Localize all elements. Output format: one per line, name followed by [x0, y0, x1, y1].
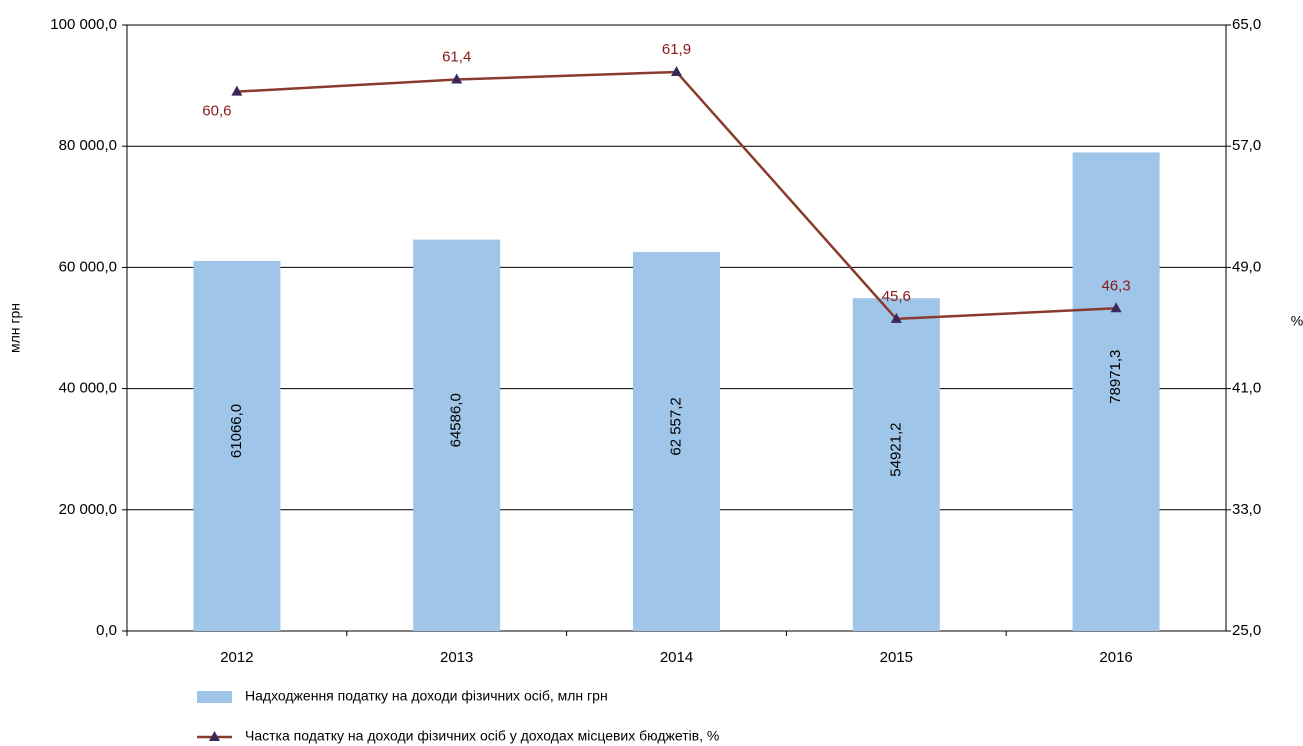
- x-tick-label: 2012: [220, 649, 253, 666]
- line-marker: [231, 85, 243, 96]
- y-tick-label: 0,0: [96, 622, 117, 639]
- x-tick-label: 2015: [880, 649, 913, 666]
- y2-tick-label: 41,0: [1232, 380, 1261, 397]
- bar: [633, 251, 720, 631]
- line-marker: [890, 312, 902, 323]
- y2-axis-label: %: [1291, 313, 1303, 329]
- legend-swatch: [197, 691, 232, 703]
- bar: [1072, 152, 1160, 631]
- bar-value-label: 78971,3: [1107, 350, 1124, 404]
- bar-value-label: 61066,0: [228, 404, 245, 458]
- y-tick-label: 40 000,0: [59, 380, 117, 397]
- x-tick-label: 2016: [1099, 649, 1132, 666]
- line-marker: [451, 73, 463, 84]
- bar-value-label: 54921,2: [887, 422, 904, 476]
- y2-tick-label: 49,0: [1232, 258, 1261, 275]
- y-tick-label: 80 000,0: [59, 137, 117, 154]
- line-marker: [1110, 302, 1122, 313]
- legend-marker: [209, 731, 220, 741]
- y2-tick-label: 65,0: [1232, 16, 1261, 33]
- x-tick-label: 2014: [660, 649, 693, 666]
- line-value-label: 61,9: [662, 41, 691, 58]
- legend-label: Надходження податку на доходи фізичних о…: [245, 688, 608, 704]
- legend-label: Частка податку на доходи фізичних осіб у…: [245, 728, 719, 744]
- line-value-label: 60,6: [202, 103, 231, 120]
- line-value-label: 61,4: [442, 49, 471, 66]
- line-marker: [671, 65, 682, 76]
- line-value-label: 46,3: [1101, 277, 1130, 294]
- bar-value-label: 64586,0: [448, 393, 465, 447]
- y2-tick-label: 33,0: [1232, 501, 1261, 518]
- bar-value-label: 62 557,2: [667, 397, 684, 455]
- y2-tick-label: 25,0: [1232, 622, 1261, 639]
- line-value-label: 45,6: [882, 288, 911, 305]
- bar: [413, 239, 501, 632]
- y-tick-label: 20 000,0: [59, 501, 117, 518]
- bar: [193, 260, 281, 631]
- y-axis-label: млн грн: [7, 303, 23, 353]
- bar: [852, 298, 940, 631]
- x-tick-label: 2013: [440, 649, 473, 666]
- y-tick-label: 60 000,0: [59, 258, 117, 275]
- y2-tick-label: 57,0: [1232, 137, 1261, 154]
- y-tick-label: 100 000,0: [50, 16, 117, 33]
